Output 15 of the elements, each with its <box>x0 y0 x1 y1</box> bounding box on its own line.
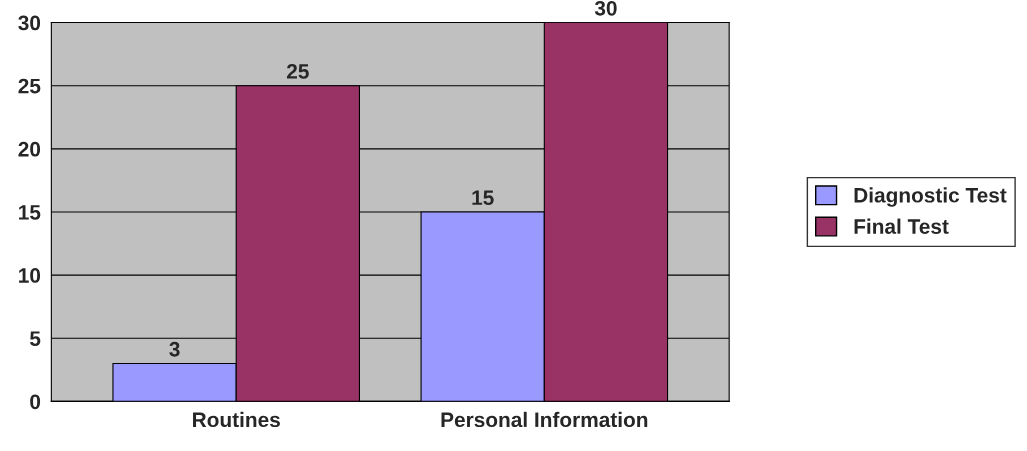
x-tick-label: Personal Information <box>441 411 648 428</box>
y-tick-label: 25 <box>18 78 41 94</box>
y-tick-label: 5 <box>29 331 41 346</box>
y-tick-label: 10 <box>19 268 41 283</box>
y-tick-label: 0 <box>30 394 41 410</box>
legend-label: Diagnostic Test <box>854 187 1007 207</box>
data-label: 30 <box>594 0 617 16</box>
y-tick-label: 15 <box>19 205 41 220</box>
legend-label: Final Test <box>854 218 949 234</box>
y-tick-label: 20 <box>18 141 41 157</box>
data-label: 3 <box>169 341 180 357</box>
data-label: 25 <box>286 64 309 79</box>
x-tick-label: Routines <box>193 411 280 428</box>
data-label: 15 <box>472 190 494 206</box>
y-tick-label: 30 <box>18 15 41 31</box>
